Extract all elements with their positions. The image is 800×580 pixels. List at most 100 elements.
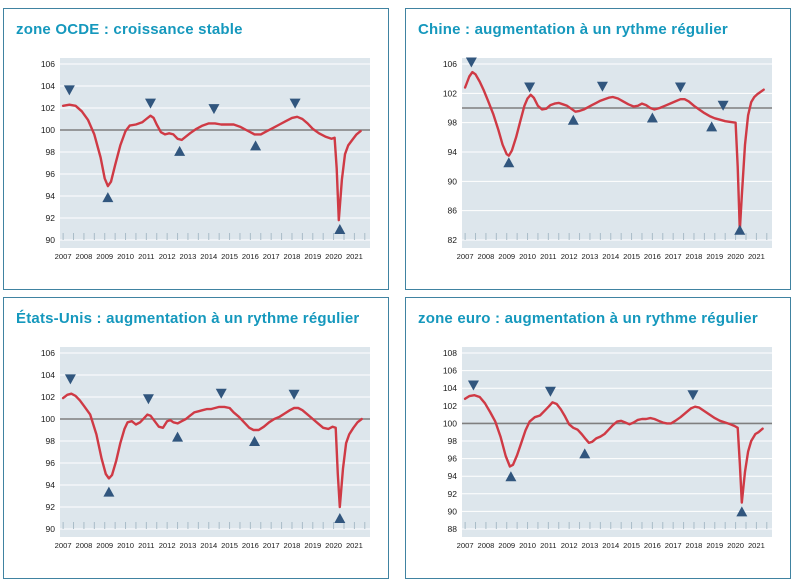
svg-text:100: 100 <box>41 414 55 424</box>
panel-etats-unis: États-Unis : augmentation à un rythme ré… <box>3 296 389 579</box>
zone-euro-chart-svg: 88 90 92 94 96 98 100 102 104 106 108 2007 2008 2009 2… <box>443 346 772 550</box>
svg-text:2021: 2021 <box>346 541 363 550</box>
svg-text:98: 98 <box>46 436 56 446</box>
svg-text:2020: 2020 <box>727 541 744 550</box>
svg-text:96: 96 <box>46 169 56 179</box>
svg-text:2017: 2017 <box>665 541 682 550</box>
svg-text:90: 90 <box>46 235 56 245</box>
svg-text:94: 94 <box>448 147 458 157</box>
svg-text:2019: 2019 <box>304 252 321 261</box>
svg-text:2010: 2010 <box>519 252 536 261</box>
svg-text:2008: 2008 <box>75 541 92 550</box>
svg-text:2018: 2018 <box>686 541 703 550</box>
svg-text:96: 96 <box>46 458 56 468</box>
svg-text:108: 108 <box>443 348 457 358</box>
svg-text:2019: 2019 <box>706 541 723 550</box>
svg-text:2020: 2020 <box>727 252 744 261</box>
svg-text:104: 104 <box>41 370 55 380</box>
etats-unis-chart-svg: 90 92 94 96 98 100 102 104 106 2007 2008 2009 2010 20… <box>41 346 370 550</box>
svg-text:94: 94 <box>448 471 458 481</box>
svg-text:2015: 2015 <box>221 541 238 550</box>
zone-euro-chart: 88 90 92 94 96 98 100 102 104 106 108 2007 2008 2009 2… <box>428 337 784 559</box>
svg-text:98: 98 <box>46 147 56 157</box>
svg-text:88: 88 <box>448 524 458 534</box>
svg-text:2011: 2011 <box>138 541 154 550</box>
panel-zone-euro: zone euro : augmentation à un rythme rég… <box>405 296 791 579</box>
svg-text:2020: 2020 <box>325 541 342 550</box>
svg-text:2013: 2013 <box>179 252 196 261</box>
svg-text:2013: 2013 <box>581 541 598 550</box>
svg-text:2015: 2015 <box>623 252 640 261</box>
svg-text:2009: 2009 <box>96 541 113 550</box>
svg-text:102: 102 <box>41 392 55 402</box>
svg-text:90: 90 <box>448 176 458 186</box>
chine-chart-svg: 82 86 90 94 98 102 106 2007 2008 2009 2010 2011 2012… <box>443 57 772 261</box>
svg-text:90: 90 <box>46 524 56 534</box>
svg-text:2015: 2015 <box>221 252 238 261</box>
svg-text:2012: 2012 <box>159 252 176 261</box>
svg-text:98: 98 <box>448 436 458 446</box>
svg-text:2009: 2009 <box>498 541 515 550</box>
zone-euro-title: zone euro : augmentation à un rythme rég… <box>418 309 758 327</box>
svg-text:102: 102 <box>41 103 55 113</box>
svg-text:2007: 2007 <box>55 252 72 261</box>
svg-text:2019: 2019 <box>706 252 723 261</box>
svg-text:2014: 2014 <box>200 541 217 550</box>
svg-text:106: 106 <box>443 59 457 69</box>
svg-text:104: 104 <box>41 81 55 91</box>
svg-text:92: 92 <box>448 488 458 498</box>
panel-chine: Chine : augmentation à un rythme régulie… <box>405 8 791 290</box>
svg-text:94: 94 <box>46 480 56 490</box>
svg-text:86: 86 <box>448 206 458 216</box>
svg-text:2015: 2015 <box>623 541 640 550</box>
svg-text:2013: 2013 <box>179 541 196 550</box>
svg-text:2009: 2009 <box>498 252 515 261</box>
svg-text:98: 98 <box>448 118 458 128</box>
svg-text:2020: 2020 <box>325 252 342 261</box>
svg-text:2014: 2014 <box>602 252 619 261</box>
chine-title: Chine : augmentation à un rythme régulie… <box>418 21 728 38</box>
svg-text:2021: 2021 <box>346 252 363 261</box>
svg-text:2016: 2016 <box>242 252 259 261</box>
svg-text:2010: 2010 <box>117 252 134 261</box>
svg-text:2018: 2018 <box>284 541 301 550</box>
svg-text:102: 102 <box>443 88 457 98</box>
svg-text:2012: 2012 <box>561 541 578 550</box>
svg-text:2008: 2008 <box>75 252 92 261</box>
svg-text:2013: 2013 <box>581 252 598 261</box>
svg-text:2011: 2011 <box>540 541 556 550</box>
chine-chart: 82 86 90 94 98 102 106 2007 2008 2009 2010 2011 2012… <box>428 48 784 270</box>
svg-text:2007: 2007 <box>55 541 72 550</box>
svg-text:92: 92 <box>46 502 56 512</box>
svg-text:96: 96 <box>448 453 458 463</box>
svg-text:2011: 2011 <box>138 252 154 261</box>
svg-text:2010: 2010 <box>117 541 134 550</box>
svg-text:2012: 2012 <box>561 252 578 261</box>
svg-text:104: 104 <box>443 383 457 393</box>
svg-text:2018: 2018 <box>284 252 301 261</box>
zone-ocde-chart: 90 92 94 96 98 100 102 104 106 2007 2008 2009 2010 20… <box>26 48 382 270</box>
etats-unis-chart: 90 92 94 96 98 100 102 104 106 2007 2008 2009 2010 20… <box>26 337 382 559</box>
svg-text:2010: 2010 <box>519 541 536 550</box>
svg-text:2008: 2008 <box>477 541 494 550</box>
svg-text:2018: 2018 <box>686 252 703 261</box>
zone-ocde-title: zone OCDE : croissance stable <box>16 21 243 38</box>
svg-text:2016: 2016 <box>242 541 259 550</box>
svg-text:2017: 2017 <box>263 252 280 261</box>
svg-text:92: 92 <box>46 213 56 223</box>
panel-zone-ocde: zone OCDE : croissance stable 90 92 94 96 98… <box>3 8 389 290</box>
zone-ocde-chart-svg: 90 92 94 96 98 100 102 104 106 2007 2008 2009 2010 20… <box>41 58 370 261</box>
svg-text:2016: 2016 <box>644 541 661 550</box>
svg-text:2014: 2014 <box>200 252 217 261</box>
svg-text:2014: 2014 <box>602 541 619 550</box>
svg-text:2021: 2021 <box>748 541 765 550</box>
svg-text:106: 106 <box>41 59 55 69</box>
svg-text:2016: 2016 <box>644 252 661 261</box>
svg-text:90: 90 <box>448 506 458 516</box>
svg-text:82: 82 <box>448 235 458 245</box>
svg-text:2007: 2007 <box>457 252 474 261</box>
svg-text:100: 100 <box>443 418 457 428</box>
svg-text:102: 102 <box>443 400 457 410</box>
svg-text:2017: 2017 <box>263 541 280 550</box>
